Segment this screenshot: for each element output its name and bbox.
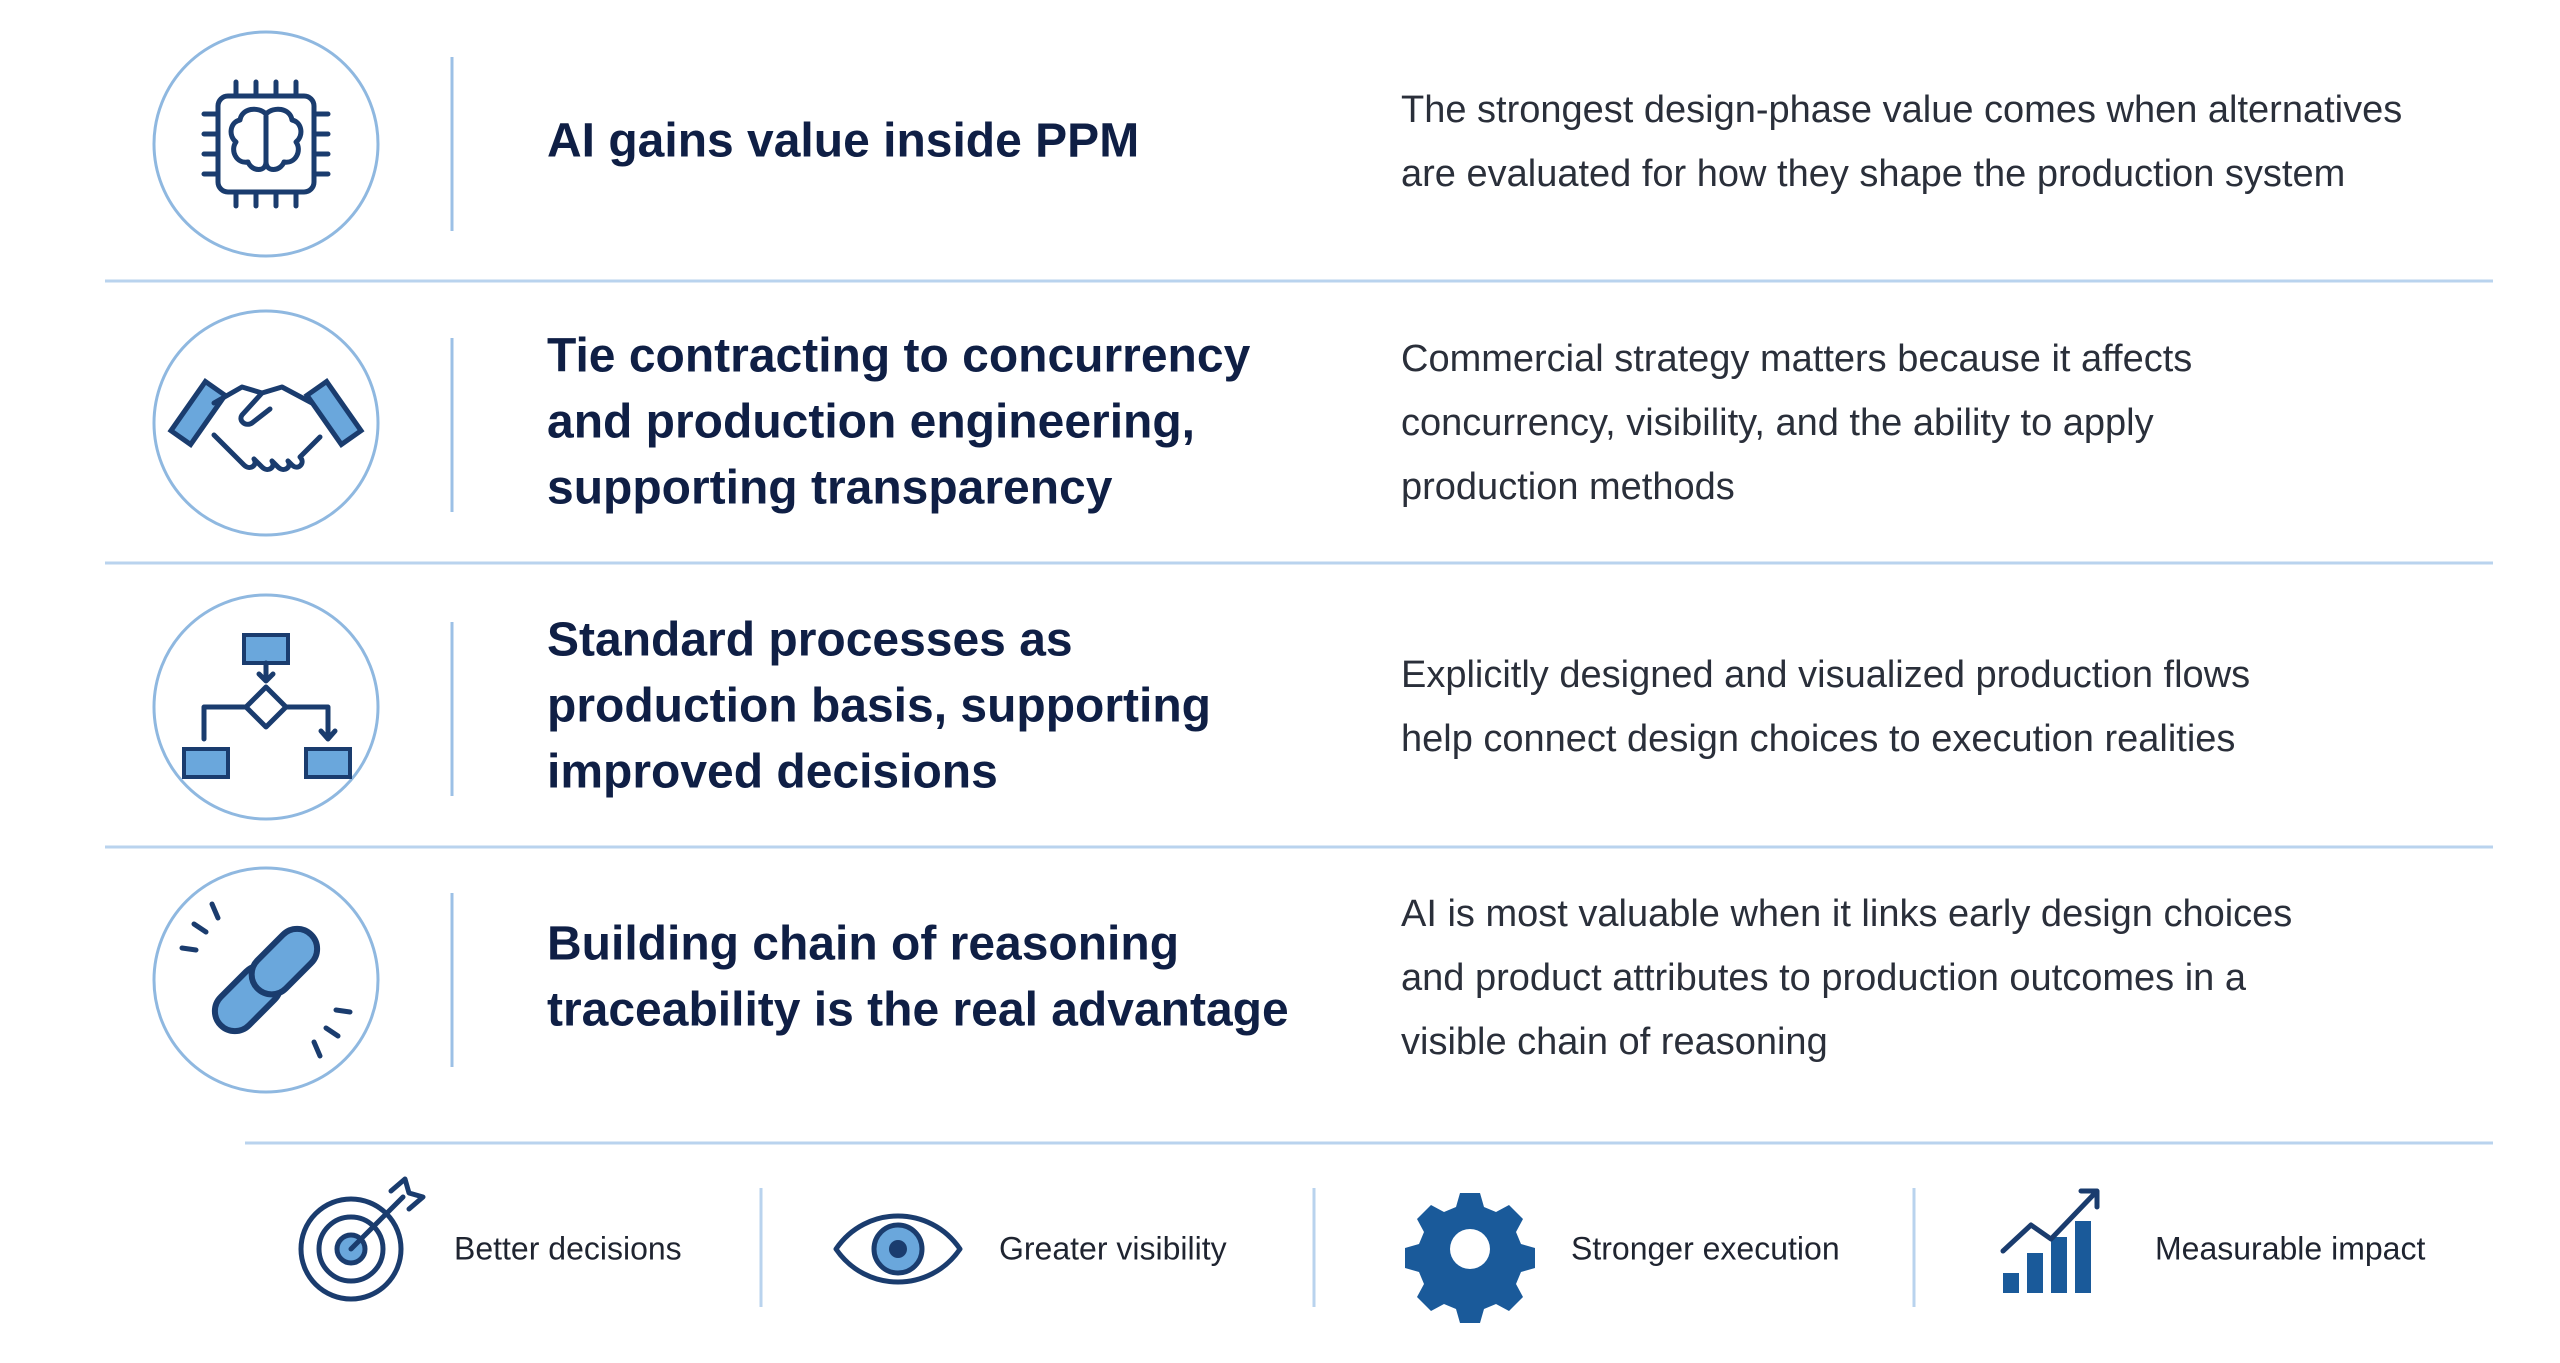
- footer-label: Stronger execution: [1571, 1230, 1840, 1266]
- row-description: AI is most valuable when it links early …: [1401, 893, 2292, 935]
- row-title: Standard processes as: [547, 614, 1073, 667]
- eye-icon: [833, 1213, 963, 1285]
- row-description: The strongest design-phase value comes w…: [1401, 89, 2402, 131]
- chip-brain-icon: [152, 30, 380, 258]
- row-description: Explicitly designed and visualized produ…: [1401, 654, 2250, 696]
- footer-label: Measurable impact: [2155, 1230, 2425, 1266]
- growth-chart-icon: [2000, 1188, 2100, 1293]
- row-description: visible chain of reasoning: [1401, 1021, 1828, 1063]
- row-description: are evaluated for how they shape the pro…: [1401, 153, 2345, 195]
- gear-icon: [1405, 1193, 1535, 1323]
- row-title: production basis, supporting: [547, 680, 1211, 733]
- footer-label: Greater visibility: [999, 1230, 1227, 1266]
- row-description: production methods: [1401, 466, 1735, 508]
- row-title: Building chain of reasoning: [547, 918, 1179, 971]
- row-title: improved decisions: [547, 746, 998, 799]
- footer-label: Better decisions: [454, 1230, 682, 1266]
- row-description: Commercial strategy matters because it a…: [1401, 338, 2192, 380]
- row-description: concurrency, visibility, and the ability…: [1401, 402, 2154, 444]
- chain-link-icon: [152, 866, 380, 1094]
- row-description: and product attributes to production out…: [1401, 957, 2247, 999]
- flowchart-icon: [152, 593, 380, 821]
- row-description: help connect design choices to execution…: [1401, 718, 2235, 760]
- target-icon: [298, 1176, 426, 1302]
- row-title: and production engineering,: [547, 396, 1195, 449]
- row-title: AI gains value inside PPM: [547, 115, 1139, 168]
- handshake-icon: [152, 309, 380, 537]
- row-title: traceability is the real advantage: [547, 984, 1289, 1037]
- row-title: supporting transparency: [547, 462, 1113, 515]
- row-title: Tie contracting to concurrency: [547, 330, 1251, 383]
- separators: [105, 279, 2493, 1307]
